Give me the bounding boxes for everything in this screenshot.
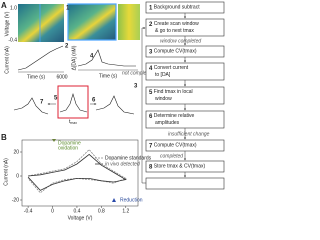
heatmap	[118, 4, 140, 40]
x-tick-label: 1.2	[122, 208, 129, 214]
step-text: to [DA]	[155, 72, 171, 78]
axis-label: Current (nA)	[3, 158, 9, 186]
cv-line	[27, 149, 127, 194]
x-tick-label: 0.4	[73, 208, 80, 214]
trace	[77, 49, 136, 67]
y-tick-label: -20	[12, 197, 19, 203]
step-text: 5 Find tmax in local	[149, 89, 193, 95]
step-text: 7 Compute CV(tmax)	[149, 143, 197, 149]
step-text: 3 Compute CV(tmax)	[149, 49, 197, 55]
step-number: 3	[134, 84, 138, 90]
loop-arrow	[141, 27, 146, 184]
cv-small	[95, 95, 135, 115]
trace	[17, 45, 64, 71]
cv-line	[27, 153, 127, 191]
window-box	[57, 85, 89, 119]
figure: A Voltage (V) 1.0 -0.4 1 Current (nA) Ti…	[1, 1, 225, 221]
panel-label: A	[1, 1, 7, 10]
tick-label: 6000	[56, 74, 67, 80]
step-text: 1 Background subtract	[149, 5, 200, 11]
annotation: oxidation	[58, 145, 78, 151]
tick-label: -0.4	[8, 37, 17, 43]
panel-label: B	[1, 133, 7, 142]
annotation: Reduction	[120, 197, 143, 203]
step-text: & go to next tmax	[155, 28, 194, 34]
cv-small	[13, 97, 49, 115]
edge-label: completed	[160, 153, 183, 159]
step-text: window	[155, 96, 172, 102]
step-number: 5	[54, 96, 58, 102]
step-box	[145, 177, 225, 190]
heatmap	[18, 4, 64, 42]
panel-a: A Voltage (V) 1.0 -0.4 1 Current (nA) Ti…	[1, 1, 140, 125]
legend-entry: Dopamine standards	[105, 155, 152, 161]
step-number: 7	[40, 100, 44, 106]
step-text: 8 Store tmax & CV(tmax)	[149, 164, 205, 170]
y-tick-label: 0	[16, 173, 19, 179]
step-number: 1	[66, 6, 70, 12]
axis-label: Time (s)	[99, 73, 117, 79]
flowchart: 1 Background subtract 2 Create scan wind…	[122, 1, 225, 190]
x-tick-label: -0.4	[24, 208, 33, 214]
edge-label: insufficient change	[168, 131, 210, 137]
oxidation-marker	[52, 139, 56, 142]
step-text: 6 Determine relative	[149, 113, 195, 119]
step-number: 6	[92, 98, 96, 104]
x-tick-label: 0.8	[98, 208, 105, 214]
axis-label: Voltage (V)	[68, 215, 93, 221]
annotation: Dopamine	[58, 140, 81, 146]
x-tick-label: 0	[51, 208, 54, 214]
step-text: amplitudes	[155, 120, 180, 126]
plot-frame	[21, 139, 139, 207]
reduction-marker	[112, 198, 116, 202]
axis-label: Voltage (V)	[4, 11, 10, 36]
edge-label: not completed	[122, 70, 154, 76]
legend-entry: in vivo detected	[105, 161, 140, 167]
step-text: 2 Create scan window	[149, 21, 199, 27]
axis-label: Current (nA)	[4, 46, 10, 74]
axis-label: Time (s)	[27, 74, 45, 80]
y-tick-label: 20	[13, 149, 19, 155]
step-number: 2	[65, 44, 69, 50]
axis-label: Δ[DA] (nM)	[71, 45, 77, 70]
trace	[59, 92, 88, 113]
step-number: 4	[90, 54, 94, 60]
heatmap-window	[67, 3, 117, 41]
step-text: 4 Convert current	[149, 65, 189, 71]
tmax-label: tmax	[69, 119, 77, 125]
edge-label: window completed	[160, 38, 201, 44]
tick-label: 1.0	[10, 5, 17, 11]
panel-b: B Current (nA) Voltage (V) Dopamine oxid…	[1, 133, 152, 221]
